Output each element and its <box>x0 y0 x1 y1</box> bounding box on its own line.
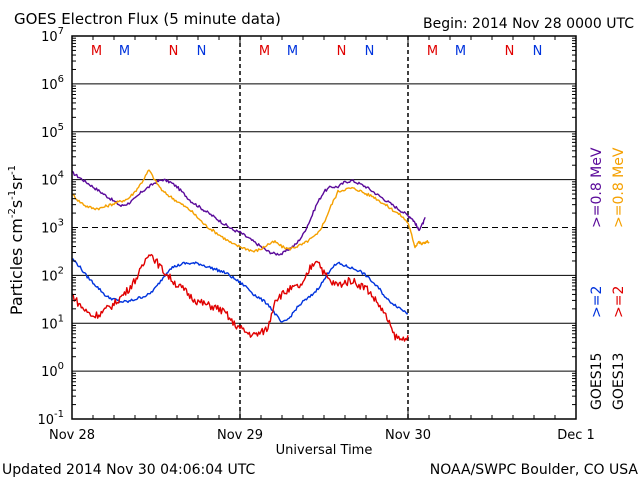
legend-goes13-label: GOES13 <box>611 353 627 410</box>
marker-M-4: M <box>259 44 270 59</box>
marker-N-7: N <box>365 44 375 59</box>
chart-title: GOES Electron Flux (5 minute data) <box>14 10 281 28</box>
x-tick-label-24: Nov 29 <box>217 428 263 443</box>
series-line-goes15-0-8-mev <box>71 170 426 256</box>
marker-M-8: M <box>427 44 438 59</box>
series-line-goes15-2-mev <box>71 258 409 323</box>
marker-M-0: M <box>91 44 102 59</box>
y-tick-label-4: 104 <box>41 170 64 189</box>
y-axis-label: Particles cm-2s-1sr-1 <box>7 165 26 315</box>
y-tick-label--1: 10-1 <box>37 409 64 428</box>
y-tick-label-0: 100 <box>41 361 64 380</box>
y-tick-label-7: 107 <box>41 26 64 45</box>
series-line-goes13-2-mev <box>71 253 409 342</box>
updated-timestamp: Updated 2014 Nov 30 04:06:04 UTC <box>2 462 255 478</box>
marker-M-1: M <box>119 44 130 59</box>
x-axis-label: Universal Time <box>276 443 373 458</box>
marker-N-10: N <box>505 44 515 59</box>
marker-N-11: N <box>533 44 543 59</box>
marker-N-6: N <box>337 44 347 59</box>
legend-goes15-low: >=2 <box>589 286 605 318</box>
x-tick-label-48: Nov 30 <box>385 428 431 443</box>
credit-label: NOAA/SWPC Boulder, CO USA <box>430 462 639 478</box>
legend-goes13-low: >=2 <box>611 286 627 318</box>
legend-goes13-high: >=0.8 MeV <box>611 147 627 228</box>
marker-N-2: N <box>169 44 179 59</box>
legend-goes15-high: >=0.8 MeV <box>589 147 605 228</box>
legend: >=0.8 MeV >=0.8 MeV >=2 >=2 GOES15 GOES1… <box>589 147 627 410</box>
x-tick-label-0: Nov 28 <box>49 428 95 443</box>
marker-M-5: M <box>287 44 298 59</box>
y-tick-label-3: 103 <box>41 218 64 237</box>
series-line-goes13-0-8-mev <box>71 169 430 253</box>
begin-label: Begin: 2014 Nov 28 0000 UTC <box>423 16 634 32</box>
y-tick-label-2: 102 <box>41 265 64 284</box>
x-tick-label-72: Dec 1 <box>557 428 595 443</box>
marker-M-9: M <box>455 44 466 59</box>
y-tick-label-1: 101 <box>41 313 64 332</box>
y-tick-label-6: 106 <box>41 74 64 93</box>
y-tick-label-5: 105 <box>41 122 64 141</box>
marker-N-3: N <box>197 44 207 59</box>
legend-goes15-label: GOES15 <box>589 353 605 410</box>
